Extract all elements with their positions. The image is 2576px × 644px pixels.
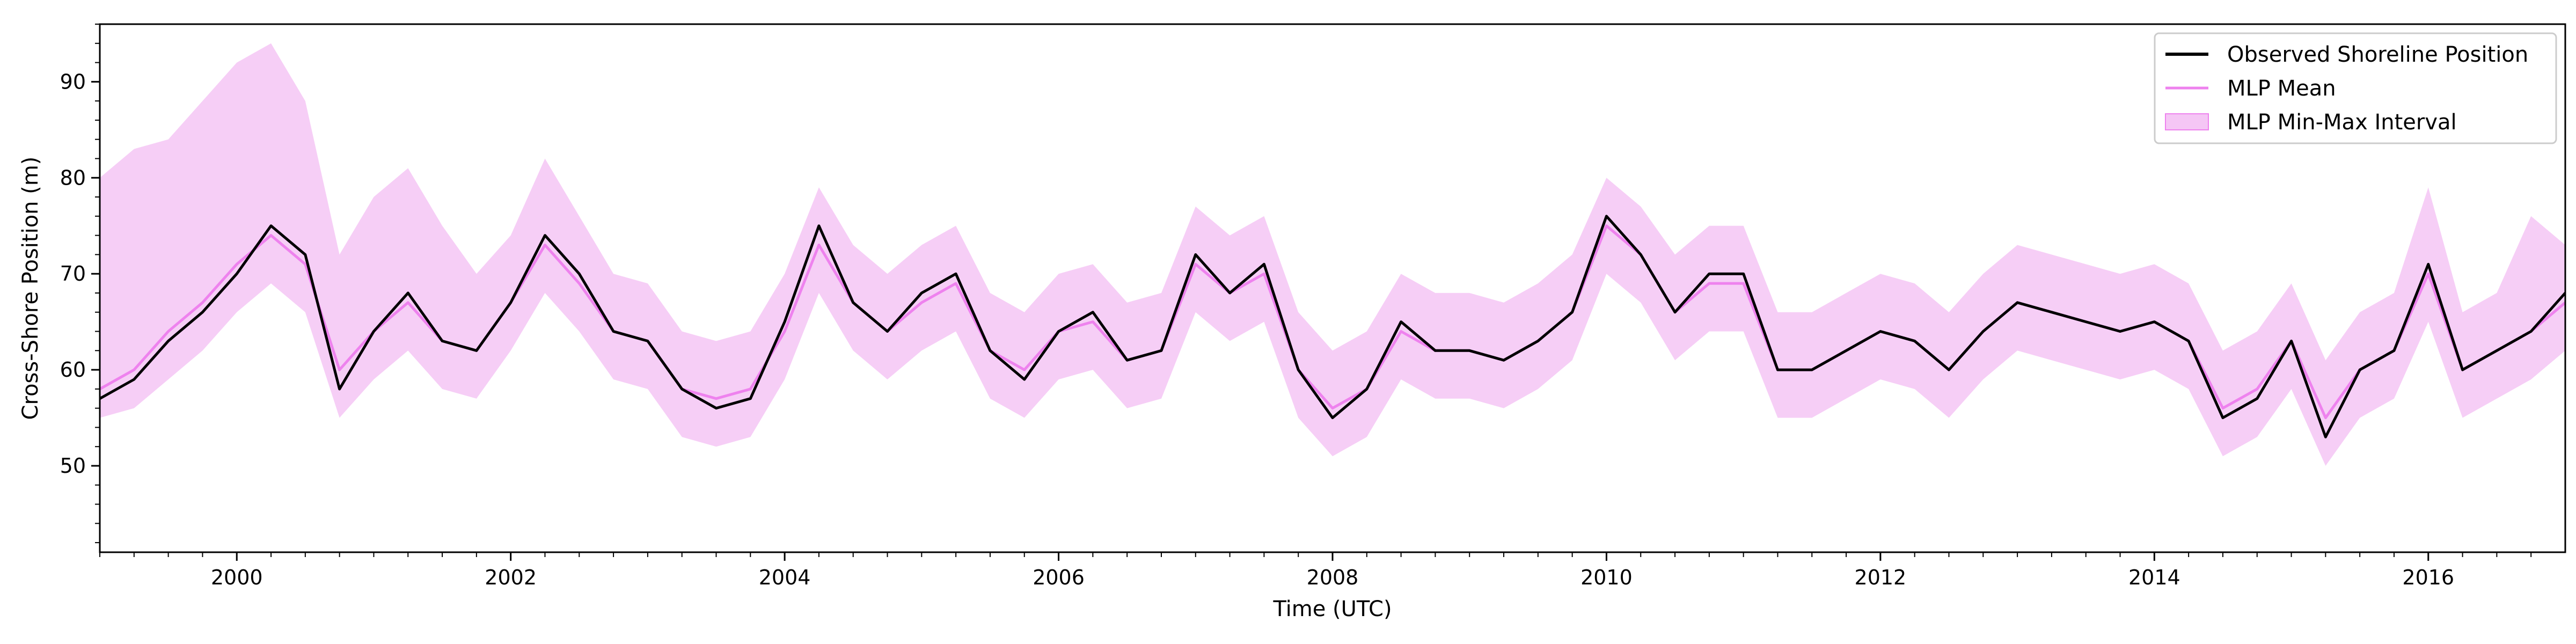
x-axis-ticks: 2000 2002 2004 2006 2008 2010 2012 2014 2016	[99, 552, 2532, 589]
y-tick-label: 60	[60, 358, 86, 382]
y-tick-label: 70	[60, 262, 86, 286]
legend-box	[2154, 32, 2557, 144]
y-axis-label: Cross-Shore Position (m)	[18, 157, 43, 420]
y-tick-label: 50	[60, 454, 86, 478]
legend-observed-label: Observed Shoreline Position	[2227, 42, 2528, 67]
x-axis-label: Time (UTC)	[1272, 597, 1392, 621]
x-tick-label: 2012	[1855, 566, 1907, 589]
observed-line	[100, 215, 2565, 438]
x-tick-label: 2004	[759, 566, 811, 589]
interval-band	[100, 43, 2565, 466]
x-tick-label: 2002	[485, 566, 537, 589]
x-tick-label: 2000	[211, 566, 263, 589]
legend-interval-label: MLP Min-Max Interval	[2227, 110, 2457, 135]
interval-band-layer	[100, 43, 2565, 466]
y-axis-ticks: 50 60 70 80 90	[60, 24, 100, 544]
y-tick-label: 90	[60, 70, 86, 93]
x-tick-label: 2016	[2402, 566, 2454, 589]
x-tick-label: 2010	[1580, 566, 1633, 589]
y-tick-label: 80	[60, 166, 86, 189]
x-tick-label: 2014	[2128, 566, 2180, 589]
legend: Observed Shoreline Position MLP Mean MLP…	[2154, 32, 2557, 144]
observed-line-layer	[100, 215, 2565, 438]
x-tick-label: 2006	[1033, 566, 1085, 589]
legend-mean-label: MLP Mean	[2227, 76, 2336, 101]
x-tick-label: 2008	[1307, 566, 1359, 589]
legend-interval-swatch	[2165, 113, 2209, 130]
